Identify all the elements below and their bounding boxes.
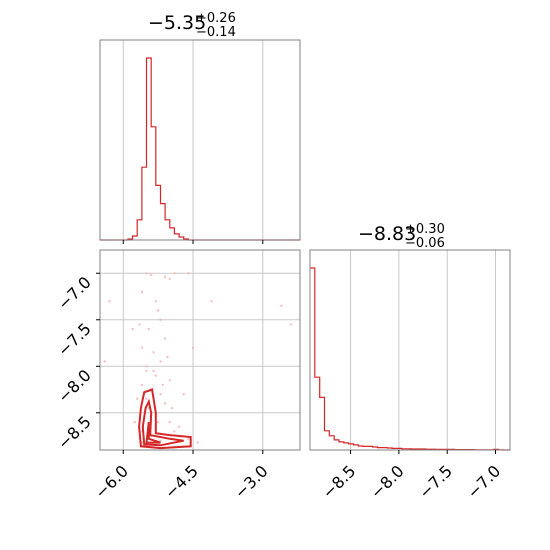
grid-lines	[100, 250, 300, 450]
y-tick-label: −8.5	[54, 412, 95, 453]
scatter-point	[177, 425, 181, 428]
panel-title-value: −5.35	[148, 12, 206, 34]
scatter-point	[154, 300, 157, 303]
panel-title-plus: +0.30	[405, 222, 445, 237]
scatter-point	[289, 323, 292, 326]
scatter-point	[187, 272, 190, 275]
panel-title-minus: −0.06	[405, 236, 445, 251]
scatter-point	[168, 277, 171, 280]
scatter-point	[152, 369, 155, 373]
scatter-point	[168, 379, 171, 382]
histogram-series	[310, 267, 510, 451]
scatter-point	[182, 393, 185, 396]
scatter-point	[156, 309, 160, 312]
y-tick-label: −8.0	[54, 366, 95, 407]
grid-lines	[122, 40, 264, 240]
y-tick-label: −7.0	[54, 273, 95, 314]
x-axis-ticks: −8.5 −8.0 −7.5 −7.0	[318, 450, 504, 502]
scatter-point	[170, 406, 174, 410]
y-tick-label: −7.5	[54, 319, 95, 360]
scatter-point	[108, 300, 111, 303]
scatter-point	[147, 327, 150, 331]
histogram-series	[100, 57, 300, 241]
scatter-point	[196, 441, 199, 444]
scatter-point	[161, 383, 164, 387]
scatter-point	[159, 393, 162, 396]
axes-frame	[99, 249, 301, 451]
scatter-point	[145, 272, 148, 275]
x-tick-label: −6.0	[91, 461, 132, 502]
scatter-point	[191, 346, 195, 349]
marginal-histogram-panel-2: −8.5 −8.0 −7.5 −7.0 −8.83 +0.30 −0.06	[309, 222, 511, 502]
axes-frame	[309, 249, 511, 451]
scatter-point	[280, 304, 283, 307]
x-axis-ticks	[122, 240, 264, 244]
scatter-point	[145, 365, 148, 368]
scatter-point	[150, 273, 153, 277]
x-tick-label: −3.0	[231, 461, 272, 502]
scatter-point	[210, 300, 213, 303]
axes-frame	[99, 39, 301, 241]
panel-title-value: −8.83	[358, 223, 416, 245]
panel-title-minus: −0.14	[196, 25, 236, 40]
density-contour	[138, 388, 192, 450]
scatter-point	[173, 430, 176, 433]
scatter-points	[103, 272, 292, 444]
scatter-point	[168, 420, 171, 424]
histogram-step-line	[310, 267, 510, 451]
scatter-point	[154, 374, 157, 377]
scatter-point	[131, 327, 134, 331]
scatter-point	[140, 346, 144, 349]
density-contours	[138, 388, 192, 450]
density-contour	[141, 398, 184, 447]
scatter-point	[173, 272, 176, 275]
scatter-point	[159, 439, 162, 442]
scatter-point	[140, 383, 144, 387]
joint-scatter-panel: −6.0 −4.5 −3.0 −7.0 −7.5 −8.0 −8.5	[54, 249, 301, 502]
scatter-point	[187, 437, 190, 440]
scatter-point	[163, 402, 167, 405]
scatter-point	[163, 275, 167, 279]
x-tick-label: −7.0	[463, 461, 504, 502]
density-contour	[145, 421, 161, 444]
x-tick-label: −8.0	[367, 461, 408, 502]
scatter-point	[140, 290, 144, 294]
scatter-point	[145, 369, 148, 373]
scatter-point	[133, 420, 137, 424]
histogram-step-line	[100, 57, 300, 241]
scatter-point	[103, 360, 106, 363]
scatter-point	[163, 337, 167, 340]
scatter-point	[156, 420, 160, 424]
scatter-point	[159, 360, 162, 363]
panel-title-plus: +0.26	[196, 11, 236, 26]
scatter-point	[159, 318, 162, 321]
x-tick-label: −8.5	[318, 461, 359, 502]
scatter-point	[145, 397, 148, 400]
scatter-point	[152, 351, 155, 354]
scatter-point	[138, 323, 141, 326]
scatter-point	[166, 355, 169, 359]
y-axis-ticks: −7.0 −7.5 −8.0 −8.5	[54, 273, 100, 453]
scatter-point	[136, 397, 139, 400]
x-tick-label: −7.5	[415, 461, 456, 502]
x-tick-label: −4.5	[161, 461, 202, 502]
x-axis-ticks: −6.0 −4.5 −3.0	[91, 450, 272, 502]
grid-lines	[350, 250, 497, 450]
marginal-histogram-panel-1: −5.35 +0.26 −0.14	[99, 11, 301, 244]
